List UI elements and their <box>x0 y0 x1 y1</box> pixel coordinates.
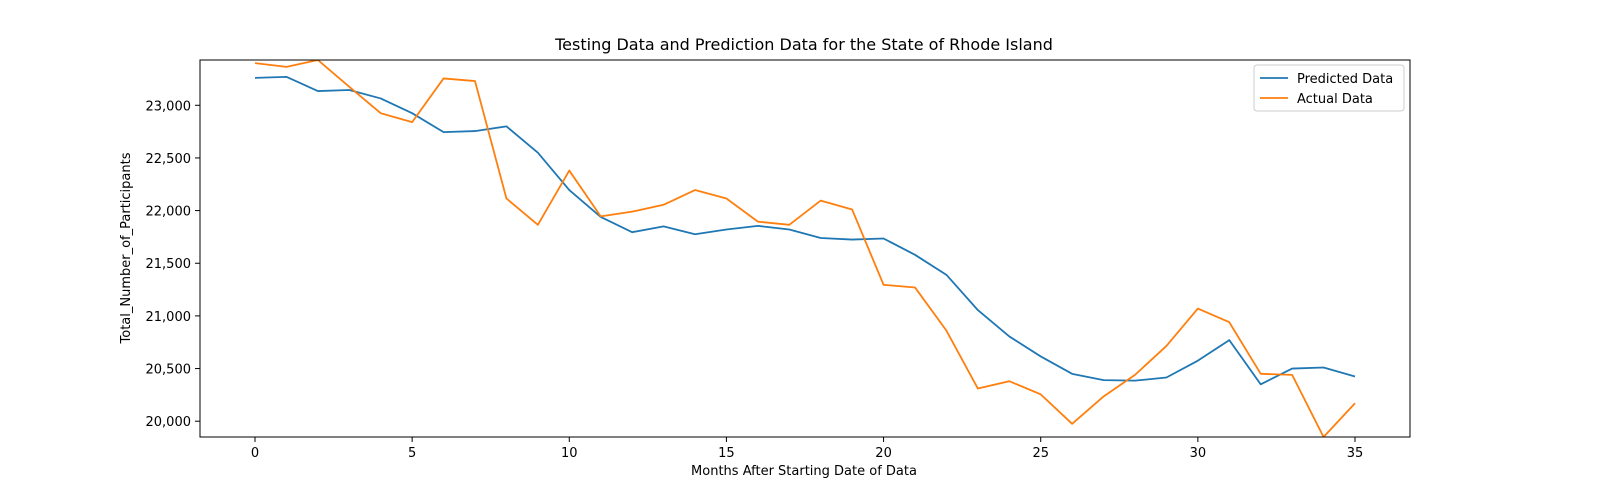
y-axis: 20,000 20,500 21,000 21,500 22,000 22,500 23,0… <box>146 99 200 430</box>
x-tick-label: 30 <box>1190 446 1207 461</box>
x-axis: 0 5 10 15 20 25 30 35 <box>251 437 1363 461</box>
y-tick-label: 21,000 <box>146 310 192 325</box>
y-tick-label: 20,500 <box>146 363 192 378</box>
y-tick-label: 22,000 <box>146 205 192 220</box>
plot-area <box>199 59 1411 438</box>
series-line-predicted <box>254 75 1356 386</box>
legend-label: Actual Data <box>1297 92 1373 107</box>
x-tick-label: 35 <box>1347 446 1364 461</box>
y-tick-label: 21,500 <box>146 257 192 272</box>
x-tick-label: 5 <box>408 446 416 461</box>
x-tick-label: 10 <box>561 446 578 461</box>
y-tick-label: 22,500 <box>146 152 192 167</box>
y-tick-label: 20,000 <box>146 415 192 430</box>
y-axis-label: Total_Number_of_Participants <box>119 152 134 344</box>
legend-label: Predicted Data <box>1297 72 1393 87</box>
x-tick-label: 0 <box>251 446 259 461</box>
legend-box <box>1253 64 1405 112</box>
x-tick-label: 25 <box>1032 446 1049 461</box>
series-line-actual <box>254 60 1356 437</box>
y-tick-label: 23,000 <box>146 99 192 114</box>
x-tick-label: 15 <box>718 446 735 461</box>
legend: Predicted Data Actual Data <box>1253 64 1405 112</box>
chart-title: Testing Data and Prediction Data for the… <box>554 35 1053 54</box>
plot-frame <box>199 59 1411 438</box>
x-axis-label: Months After Starting Date of Data <box>691 464 917 479</box>
x-tick-label: 20 <box>875 446 892 461</box>
